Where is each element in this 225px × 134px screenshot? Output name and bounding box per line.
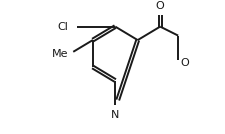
Text: Cl: Cl xyxy=(57,22,68,32)
Text: O: O xyxy=(155,1,164,11)
Text: O: O xyxy=(180,57,188,68)
Text: N: N xyxy=(110,110,119,120)
Text: Me: Me xyxy=(51,49,68,59)
